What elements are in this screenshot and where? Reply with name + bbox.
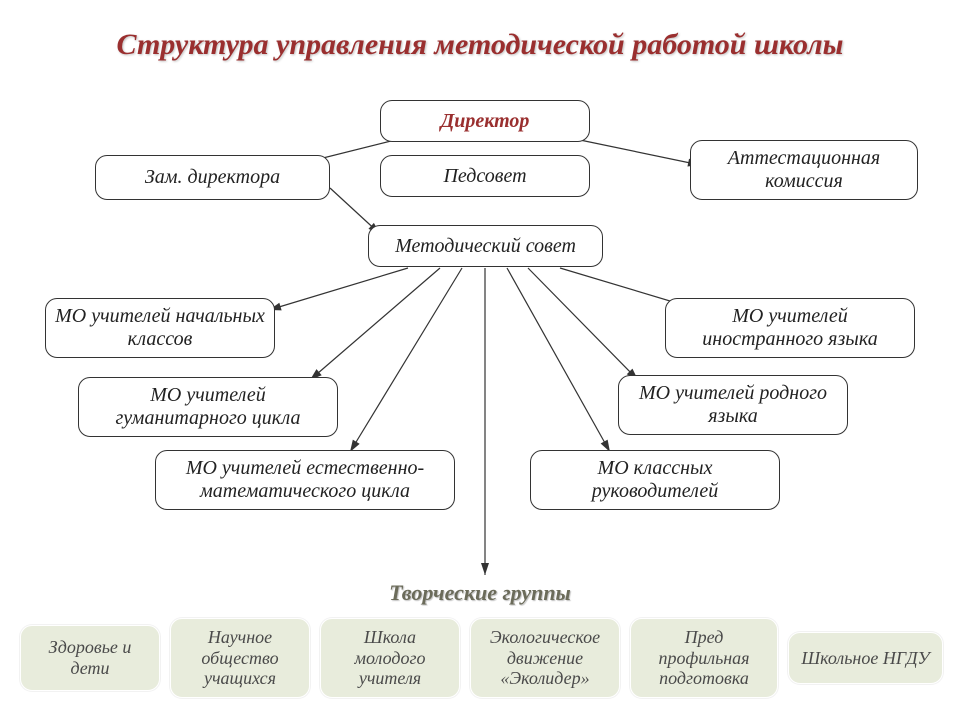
node-methsovet: Методический совет: [368, 225, 603, 267]
node-g-ngdu: Школьное НГДУ: [788, 632, 943, 684]
node-g-zdor: Здоровье и дети: [20, 625, 160, 691]
diagram-canvas: Структура управления методической работо…: [0, 0, 960, 720]
node-g-pred: Пред профильная подготовка: [630, 618, 778, 698]
node-attest: Аттестационная комиссия: [690, 140, 918, 200]
node-mo-nach: МО учителей начальных классов: [45, 298, 275, 358]
node-mo-guman: МО учителей гуманитарного цикла: [78, 377, 338, 437]
subtitle-creative-groups: Творческие группы: [0, 580, 960, 606]
node-g-nauch: Научное общество учащихся: [170, 618, 310, 698]
page-title: Структура управления методической работо…: [0, 28, 960, 62]
node-director: Директор: [380, 100, 590, 142]
node-pedsovet: Педсовет: [380, 155, 590, 197]
node-g-shkmol: Школа молодого учителя: [320, 618, 460, 698]
node-g-ekol: Экологическое движение «Эколидер»: [470, 618, 620, 698]
node-zam: Зам. директора: [95, 155, 330, 200]
node-mo-estm: МО учителей естественно-математического …: [155, 450, 455, 510]
node-mo-inostr: МО учителей иностранного языка: [665, 298, 915, 358]
node-mo-rodn: МО учителей родного языка: [618, 375, 848, 435]
node-mo-klass: МО классных руководителей: [530, 450, 780, 510]
